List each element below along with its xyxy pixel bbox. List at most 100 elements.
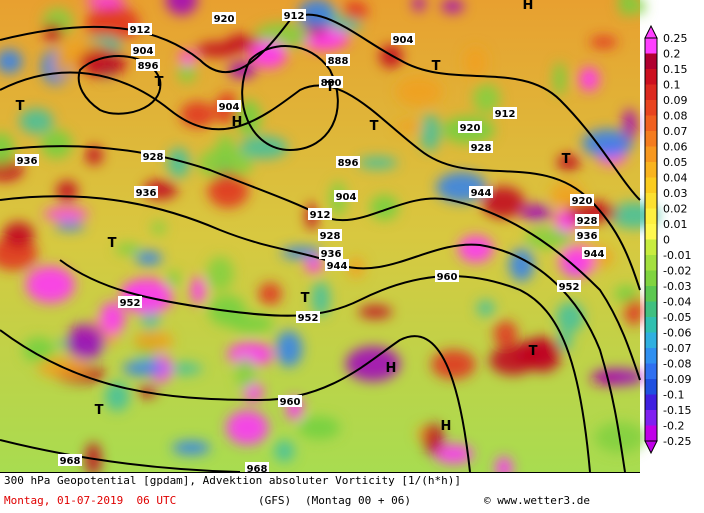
contour-label-bg	[15, 154, 39, 166]
colorbar-label: -0.07	[663, 342, 691, 355]
contour-label-bg	[493, 107, 517, 119]
contour-label-bg	[217, 100, 241, 112]
colorbar-bin	[645, 239, 657, 256]
vorticity-blob	[86, 5, 140, 43]
colorbar-bin	[645, 394, 657, 411]
contour-label-bg	[136, 59, 160, 71]
vorticity-blob	[99, 301, 125, 335]
colorbar-bin	[645, 100, 657, 116]
colorbar-label: -0.2	[663, 420, 684, 433]
colorbar-label: 0.04	[663, 172, 688, 185]
contour-label-bg	[131, 44, 155, 56]
pressure-label: T	[432, 59, 441, 74]
vorticity-blob	[42, 23, 64, 42]
pressure-label: H	[232, 115, 243, 130]
vorticity-blob	[463, 46, 488, 78]
vorticity-blob	[0, 236, 38, 271]
contour-label: 912	[284, 11, 305, 22]
vorticity-blob	[357, 156, 398, 170]
vorticity-blob	[151, 221, 167, 235]
colorbar-label: 0.07	[663, 125, 688, 138]
colorbar-label: -0.08	[663, 358, 691, 371]
vorticity-blob	[582, 128, 633, 158]
caption-credit: © www.wetter3.de	[484, 494, 590, 507]
vorticity-blob	[632, 0, 646, 15]
vorticity-blob	[298, 416, 341, 440]
contour-label-bg	[141, 150, 165, 162]
colorbar-label: 0.01	[663, 218, 688, 231]
contour-label-bg	[325, 259, 349, 271]
vorticity-blob	[85, 0, 126, 7]
contour-label-bg	[469, 186, 493, 198]
vorticity-blob	[235, 357, 256, 390]
map-labels: 912 920 904 896 888 880 904 912 904 920 928 936 928 9…	[15, 0, 606, 473]
vorticity-blob	[25, 266, 75, 303]
vorticity-blob	[104, 381, 130, 412]
contour-label: 960	[437, 272, 458, 283]
pressure-label: T	[95, 403, 104, 418]
vorticity-blob	[591, 368, 645, 386]
colorbar-bin	[645, 332, 657, 349]
colorbar-bin	[645, 379, 657, 395]
vorticity-blob	[520, 204, 553, 222]
colorbar-bin	[645, 193, 657, 209]
vorticity-blob	[489, 345, 537, 376]
colorbar-label: -0.06	[663, 327, 691, 340]
pressure-label: T	[370, 119, 379, 134]
colorbar-label: 0.06	[663, 141, 688, 154]
vorticity-blob	[165, 0, 198, 16]
vorticity-blob	[227, 342, 274, 367]
vorticity-blob	[524, 227, 572, 250]
contour-label-bg	[458, 121, 482, 133]
contour-label-bg	[557, 280, 581, 292]
vorticity-blob	[369, 194, 399, 221]
vorticity-blob	[395, 120, 423, 133]
vorticity-blob	[40, 129, 73, 159]
contour-label-bg	[134, 186, 158, 198]
vorticity-blob	[305, 256, 323, 274]
divider	[0, 472, 640, 473]
vorticity-blob	[358, 305, 393, 319]
colorbar-bin	[645, 115, 657, 132]
vorticity-blob	[178, 50, 197, 66]
colorbar-label: 0.25	[663, 32, 688, 45]
vorticity-blob	[622, 108, 637, 141]
colorbar-label: 0.03	[663, 187, 688, 200]
contour-label-bg	[570, 194, 594, 206]
colorbar-bin	[645, 146, 657, 163]
vorticity-blob	[135, 251, 163, 266]
colorbar-bin	[645, 53, 657, 70]
colorbar-bin	[645, 286, 657, 302]
vorticity-blob	[122, 360, 166, 377]
vorticity-blob	[167, 147, 190, 179]
vorticity-blob	[345, 346, 401, 382]
contour-label-bg	[308, 208, 332, 220]
caption-date: Montag, 01-07-2019 06 UTC	[4, 494, 177, 507]
vorticity-blob	[553, 62, 566, 96]
colorbar-label: -0.25	[663, 435, 691, 448]
colorbar-label: 0.1	[663, 79, 681, 92]
colorbar-label: -0.04	[663, 296, 691, 309]
colorbar-bin	[645, 425, 657, 442]
colorbar-label: 0.09	[663, 94, 688, 107]
contour-label: 928	[471, 143, 492, 154]
map: 912 920 904 896 888 880 904 912 904 920 928 936 928 9…	[0, 0, 691, 473]
vorticity-blob	[423, 423, 444, 455]
vorticity-blob	[473, 83, 501, 114]
vorticity-blob	[240, 136, 289, 159]
contour-label: 888	[328, 56, 349, 67]
contour-label: 952	[298, 313, 319, 324]
contour-label: 936	[136, 188, 157, 199]
pressure-label: H	[441, 419, 452, 434]
colorbar-label: -0.05	[663, 311, 691, 324]
vorticity-blob	[624, 296, 644, 326]
vorticity-blob	[115, 243, 142, 255]
vorticity-blob	[207, 173, 249, 208]
colorbar-label: -0.15	[663, 404, 691, 417]
vorticity-blob	[311, 280, 331, 317]
colorbar-bin	[645, 177, 657, 194]
colorbar-label: 0.02	[663, 203, 688, 216]
contour-label: 904	[393, 35, 414, 46]
vorticity-blob	[167, 270, 180, 288]
